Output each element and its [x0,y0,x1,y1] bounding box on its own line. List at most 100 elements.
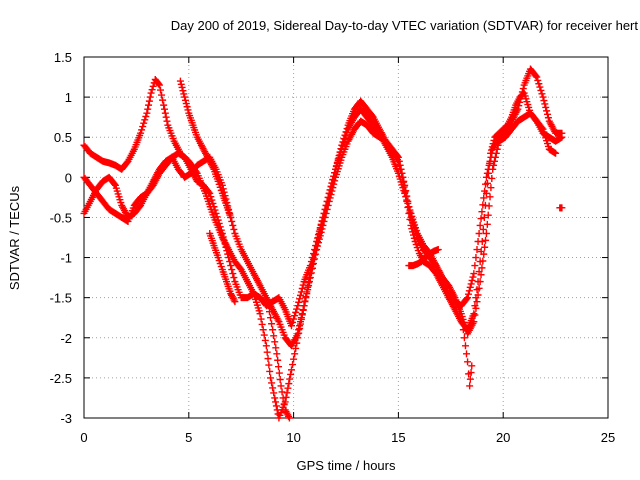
y-tick-label: 0 [65,170,72,185]
data-point [295,298,303,306]
data-point [326,194,334,202]
data-point [301,298,309,306]
data-point [297,288,305,296]
data-point [285,380,293,388]
data-point [268,320,276,328]
data-point [519,85,527,93]
data-point [215,219,223,227]
data-point [477,271,485,279]
data-point [269,326,277,334]
data-point [491,157,499,165]
data-point [285,412,293,420]
data-point [231,298,239,306]
y-tick-label: -3 [60,411,72,426]
data-point [480,194,488,202]
data-point [294,330,302,338]
data-point [552,149,560,157]
y-tick-label: -1.5 [50,291,72,306]
data-point [514,105,522,113]
data-point [296,322,304,330]
data-point [177,80,185,88]
data-point [149,82,157,90]
data-point [312,250,320,258]
data-point [397,165,405,173]
data-point [473,246,481,254]
data-point [259,326,267,334]
data-point [212,209,220,217]
data-point [473,298,481,306]
data-point [475,229,483,237]
data-point [295,326,303,334]
data-point [484,211,492,219]
x-tick-label: 20 [496,430,510,445]
data-point [283,389,291,397]
data-point [176,77,184,85]
data-point [395,157,403,165]
data-point [539,93,547,101]
data-point [289,318,297,326]
data-point [323,205,331,213]
data-point [139,123,147,131]
data-point [265,308,273,316]
data-point [322,209,330,217]
data-point [535,80,543,88]
data-point [314,242,322,250]
data-point [184,106,192,114]
data-point [467,280,475,288]
data-point [518,88,526,96]
data-point [161,109,169,117]
data-point [481,243,489,251]
data-point [157,86,165,94]
data-point [401,181,409,189]
data-point [180,90,188,98]
data-point [221,240,229,248]
data-point [537,86,545,94]
data-point [486,193,494,201]
data-point [160,105,168,113]
data-point [474,291,482,299]
data-point [479,201,487,209]
y-tick-label: 1.5 [54,50,72,65]
data-point [293,305,301,313]
data-point [274,356,282,364]
series-trace-f [405,246,442,270]
data-point [480,213,488,221]
data-point [263,348,271,356]
data-point [468,362,476,370]
data-point [470,270,478,278]
x-tick-label: 0 [80,430,87,445]
data-point [288,322,296,330]
data-point [304,286,312,294]
data-point [277,382,285,390]
data-point [459,326,467,334]
data-point [318,225,326,233]
data-point [321,213,329,221]
data-point [543,107,551,115]
data-point [111,180,119,188]
y-tick-label: -0.5 [50,210,72,225]
data-point [303,290,311,298]
data-point [142,112,150,120]
series-trace-d [176,77,235,221]
data-point [296,295,304,303]
data-point [466,382,474,390]
data-point [162,113,170,121]
data-point [211,206,219,214]
data-point [208,196,216,204]
data-point [460,334,468,342]
data-point [227,262,235,270]
data-point [159,96,167,104]
data-point [230,225,238,233]
data-point [482,180,490,188]
data-point [396,161,404,169]
data-point [271,338,279,346]
data-point [477,215,485,223]
data-point [470,318,478,326]
data-point [300,302,308,310]
data-point [207,193,215,201]
data-point [285,414,293,422]
data-point [219,233,227,241]
data-point [544,114,552,122]
data-point [230,274,238,282]
data-point [273,350,281,358]
